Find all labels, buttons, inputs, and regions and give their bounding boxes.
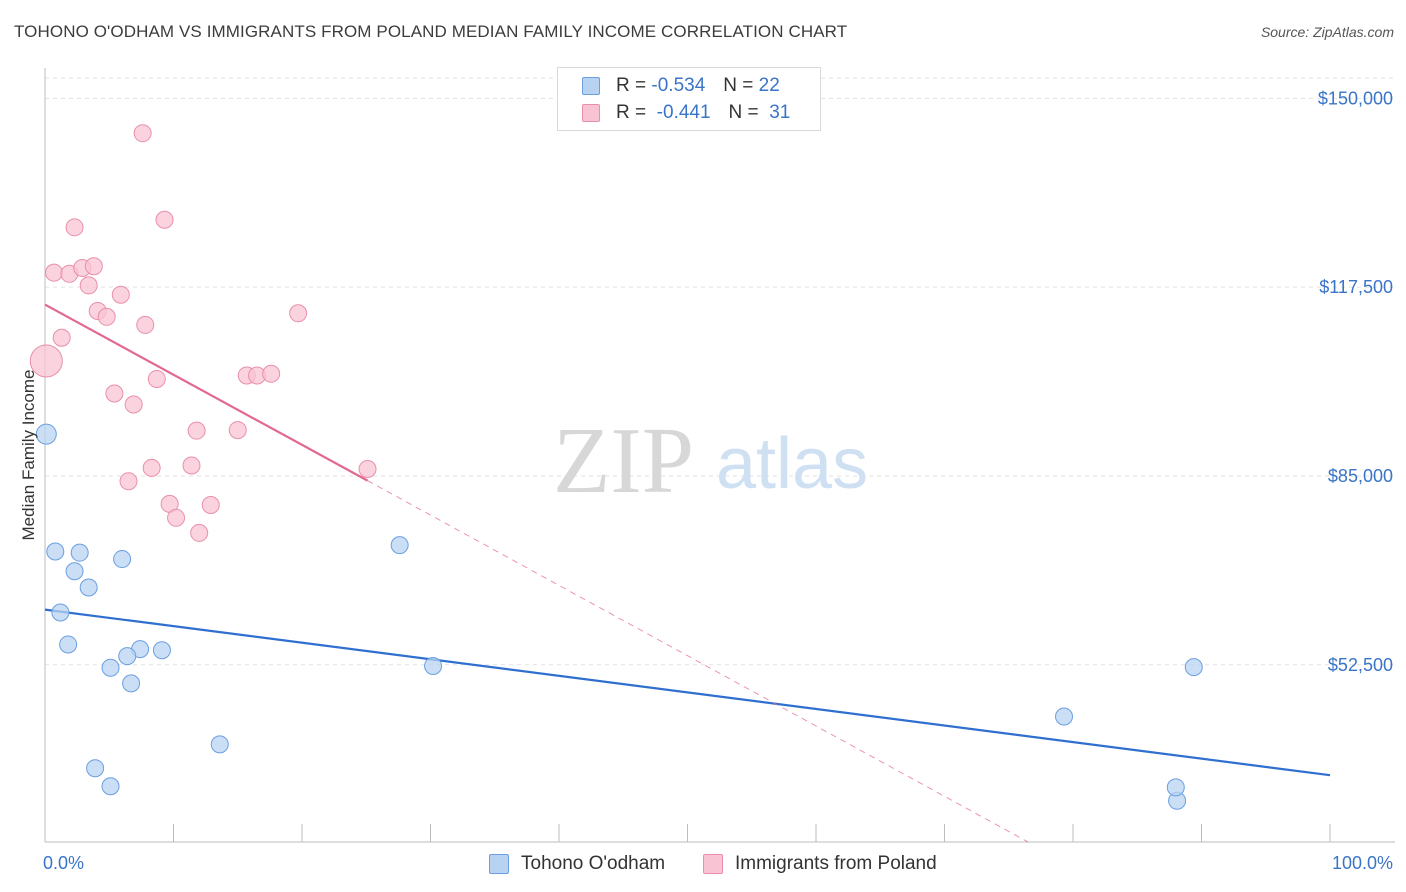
n-label: N =	[723, 75, 754, 96]
stats-row-tohono: R = -0.534 N = 22	[582, 74, 780, 98]
point-poland-3	[44, 263, 63, 282]
r-value-poland: -0.441	[656, 102, 711, 123]
point-poland-8	[111, 285, 130, 304]
n-value-tohono: 22	[758, 75, 780, 96]
point-tohono-3	[70, 543, 89, 562]
x-tick-label-min: 0.0%	[43, 853, 84, 873]
point-poland-21	[187, 421, 206, 440]
point-poland-29	[167, 508, 186, 527]
point-tohono-9	[101, 658, 120, 677]
legend-label-poland: Immigrants from Poland	[735, 853, 937, 874]
point-tohono-21	[1166, 778, 1185, 797]
point-tohono-15	[210, 735, 229, 754]
point-tohono-7	[59, 635, 78, 654]
poland-swatch	[582, 104, 600, 122]
point-tohono-1	[46, 542, 65, 561]
tohono-swatch	[582, 77, 600, 95]
point-poland-12	[289, 304, 308, 323]
watermark-zip: ZIP	[553, 409, 694, 513]
y-tick-label-1: $85,000	[1328, 466, 1393, 486]
point-tohono-14	[390, 536, 409, 555]
point-poland-14	[29, 344, 63, 378]
y-tick-labels: $52,500 $85,000 $117,500 $150,000	[1318, 88, 1393, 674]
point-poland-24	[182, 456, 201, 475]
point-tohono-2	[65, 562, 84, 581]
point-poland-25	[358, 460, 377, 479]
point-poland-2	[155, 210, 174, 229]
stats-row-poland: R = -0.441 N = 31	[582, 101, 790, 125]
point-poland-1	[65, 218, 84, 237]
y-tick-label-0: $52,500	[1328, 655, 1393, 675]
point-poland-28	[201, 496, 220, 515]
point-tohono-19	[1055, 707, 1074, 726]
r-label: R =	[616, 102, 647, 123]
source-note: Source: ZipAtlas.com	[1260, 24, 1394, 40]
point-tohono-5	[113, 550, 132, 569]
x-tick-label-max: 100.0%	[1332, 853, 1393, 873]
point-tohono-11	[152, 641, 171, 660]
point-tohono-13	[424, 656, 443, 675]
y-axis-label: Median Family Income	[19, 369, 38, 540]
tohono-legend-swatch	[489, 854, 509, 874]
point-tohono-12	[122, 674, 141, 693]
chart-title: TOHONO O'ODHAM VS IMMIGRANTS FROM POLAND…	[14, 22, 848, 41]
point-tohono-6	[51, 603, 70, 622]
trend-lines	[44, 303, 1331, 843]
point-poland-17	[262, 364, 281, 383]
point-tohono-4	[79, 578, 98, 597]
axes	[44, 68, 1395, 843]
trend-line-tohono	[44, 608, 1331, 777]
legend-item-poland[interactable]: Immigrants from Poland	[703, 851, 937, 877]
watermark: ZIP atlas	[553, 409, 868, 513]
y-tick-label-3: $150,000	[1318, 88, 1393, 108]
point-poland-7	[79, 276, 98, 295]
point-poland-22	[228, 421, 247, 440]
watermark-atlas: atlas	[716, 424, 868, 504]
point-poland-23	[142, 458, 161, 477]
point-tohono-0	[35, 423, 57, 445]
point-poland-19	[105, 384, 124, 403]
trend-line-poland-extension	[367, 480, 1029, 843]
r-value-tohono: -0.534	[651, 75, 706, 96]
n-label: N =	[728, 102, 759, 123]
point-poland-30	[190, 523, 209, 542]
point-poland-10	[97, 307, 116, 326]
stats-legend: R = -0.534 N = 22 R = -0.441 N = 31	[557, 67, 821, 131]
n-value-poland: 31	[769, 102, 791, 123]
point-poland-11	[136, 315, 155, 334]
point-poland-20	[124, 395, 143, 414]
point-poland-6	[84, 257, 103, 276]
y-tick-label-2: $117,500	[1319, 277, 1393, 297]
point-poland-0	[133, 124, 152, 143]
point-tohono-10	[118, 647, 137, 666]
point-poland-18	[147, 369, 166, 388]
data-points	[29, 124, 1203, 810]
legend-item-tohono[interactable]: Tohono O'odham	[489, 851, 665, 877]
point-poland-13	[52, 328, 71, 347]
point-poland-26	[119, 472, 138, 491]
trend-line-poland	[44, 303, 369, 482]
point-tohono-18	[1184, 658, 1203, 677]
point-tohono-16	[86, 759, 105, 778]
legend-label-tohono: Tohono O'odham	[521, 853, 666, 874]
poland-legend-swatch	[703, 854, 723, 874]
r-label: R =	[616, 75, 647, 96]
point-tohono-17	[101, 777, 120, 796]
